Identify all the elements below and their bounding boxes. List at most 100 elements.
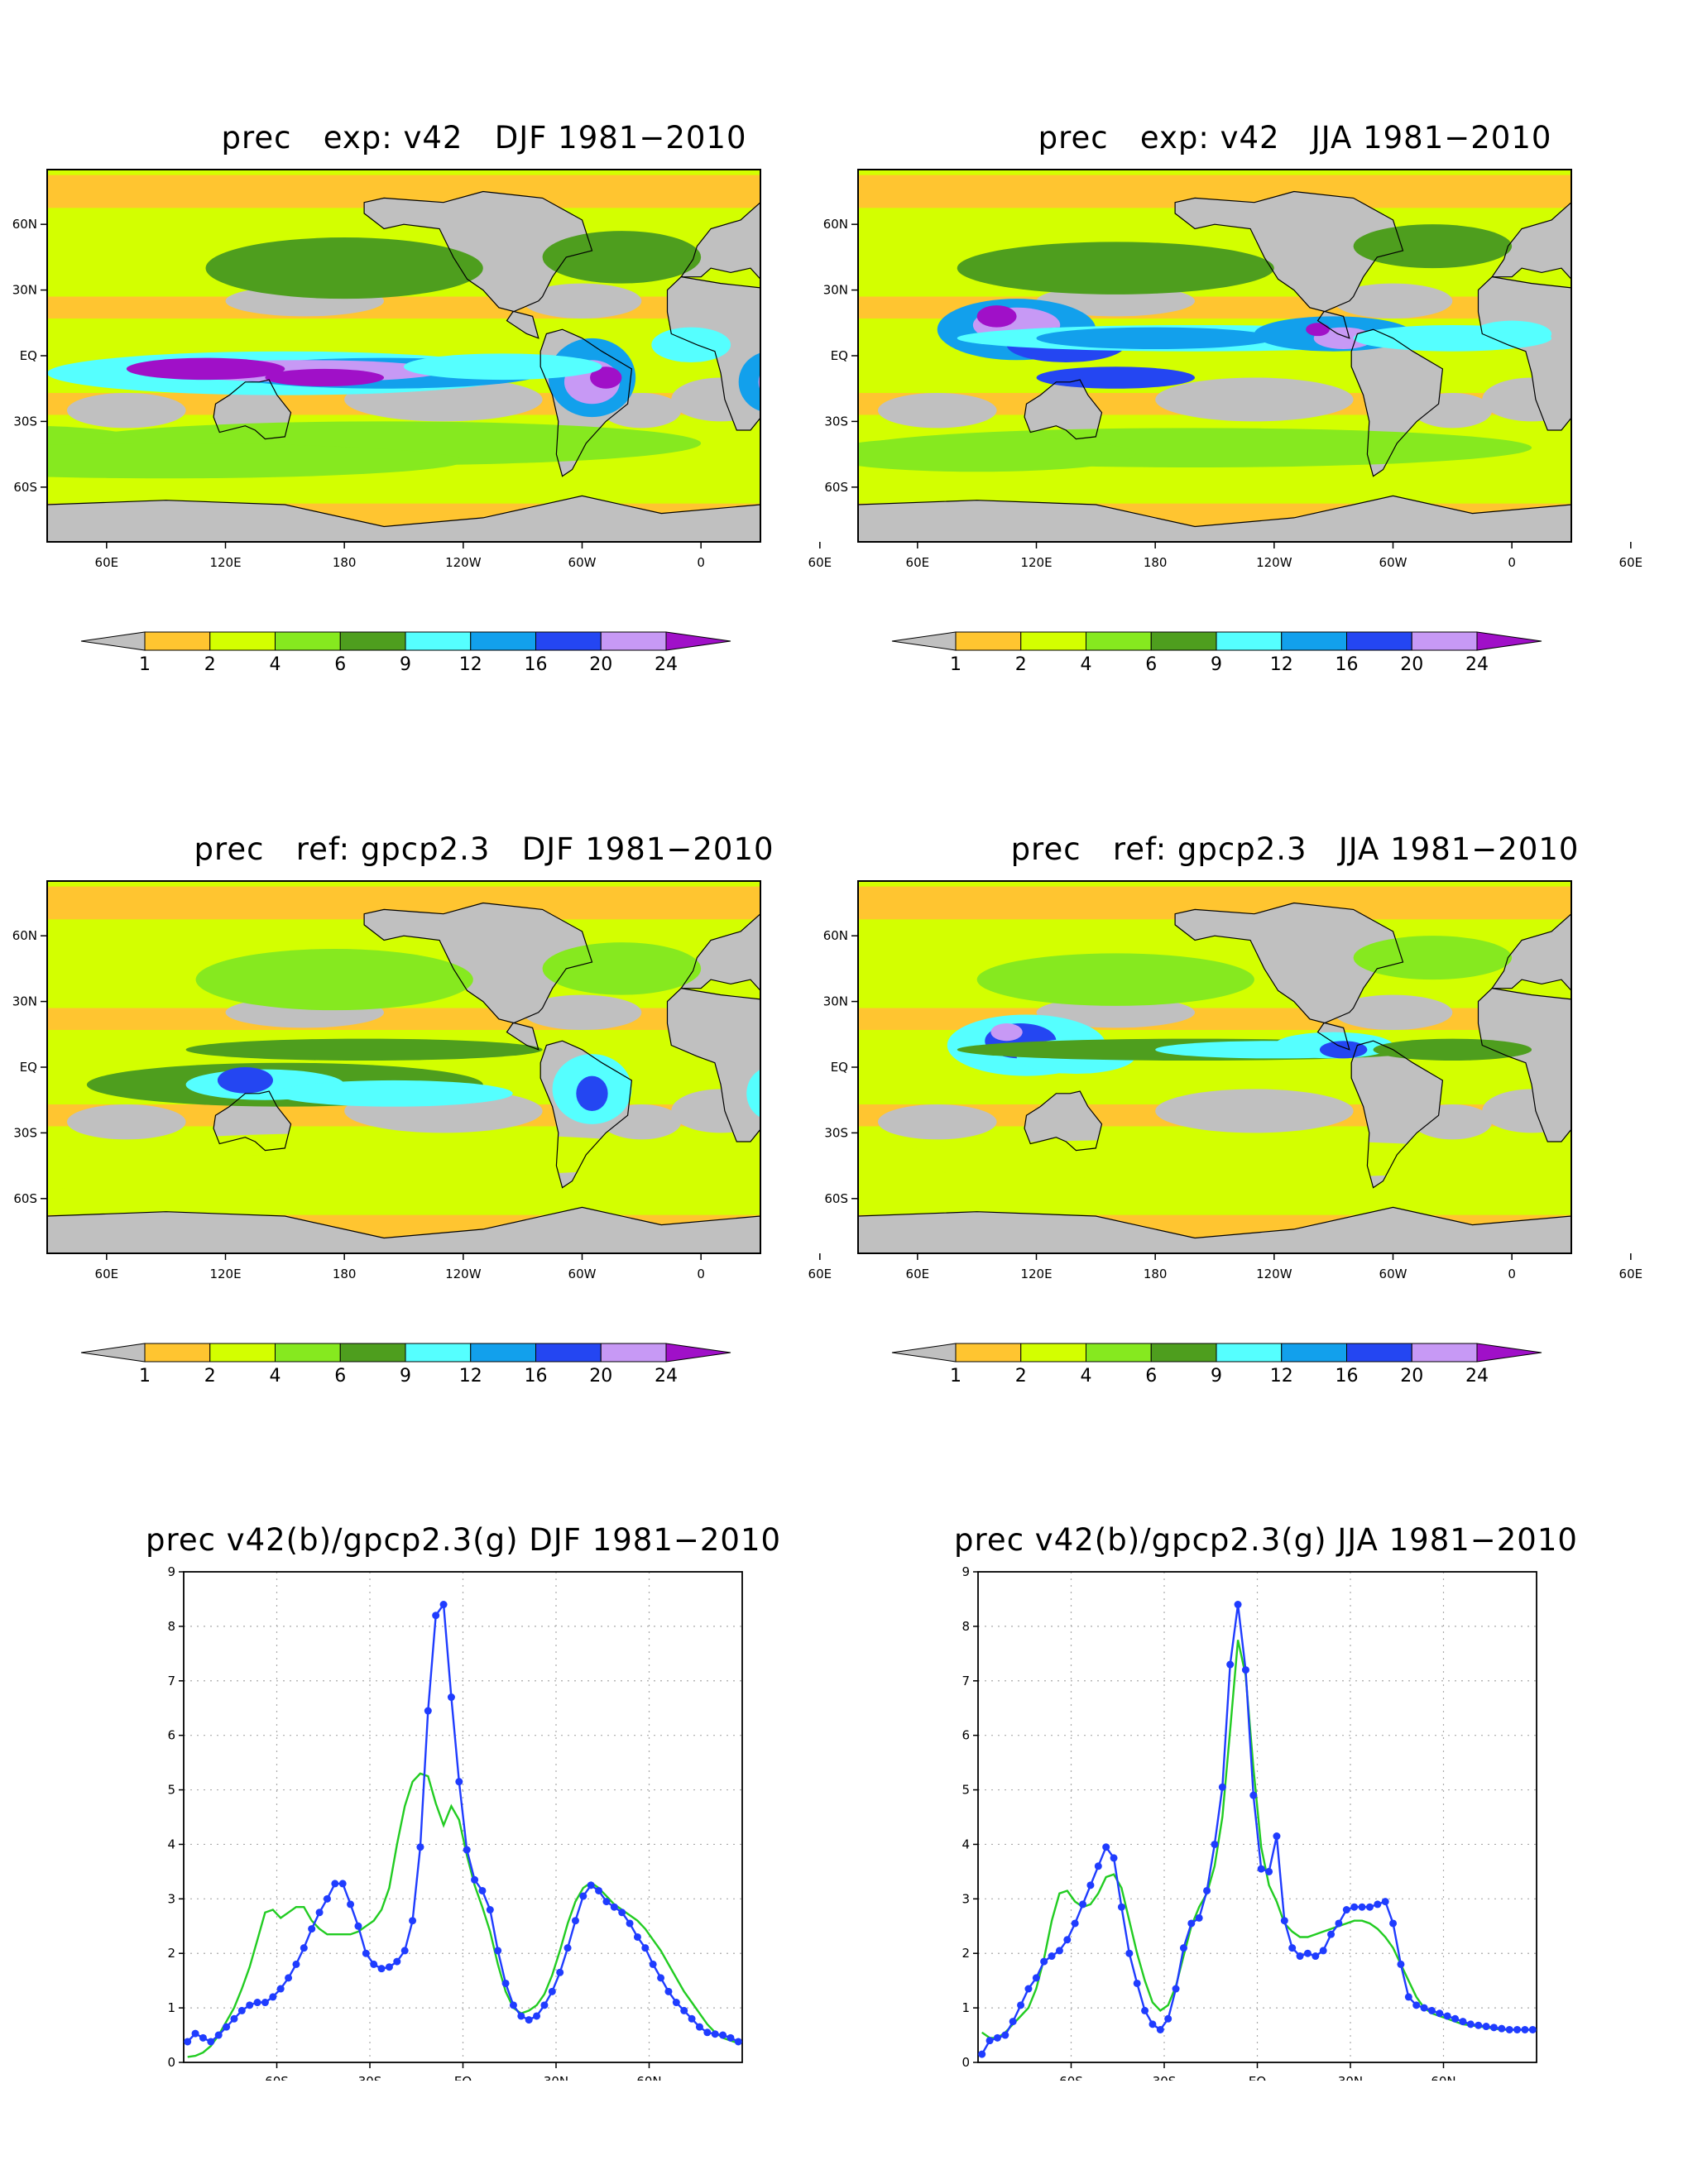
data-point bbox=[680, 2006, 688, 2014]
data-point bbox=[664, 1987, 673, 1995]
colorbar-swatch bbox=[339, 631, 406, 651]
map-title-ref-djf: prec ref: gpcp2.3 DJF 1981−2010 bbox=[194, 831, 774, 867]
data-point bbox=[362, 1949, 370, 1957]
data-point bbox=[191, 2029, 199, 2038]
data-point bbox=[1063, 1936, 1072, 1944]
dry-zone bbox=[1036, 997, 1196, 1028]
data-point bbox=[1110, 1854, 1118, 1862]
data-point bbox=[1296, 1952, 1304, 1961]
colorbar-tick-label: 24 bbox=[655, 1366, 678, 1387]
precip-region bbox=[205, 237, 483, 299]
colorbar-swatch bbox=[275, 631, 341, 651]
coastline bbox=[1024, 379, 1103, 440]
precip-region bbox=[1036, 327, 1274, 350]
data-point bbox=[1172, 1985, 1180, 1993]
lat-tick-label: 60S bbox=[824, 1191, 848, 1206]
y-tick-label: 2 bbox=[961, 1946, 970, 1961]
zonal-mean-chart: 0 1 2 3 4 5 6 7 8 9 60S 30S EQ 30N 60N bbox=[961, 1564, 1537, 2081]
dry-zone bbox=[1155, 377, 1354, 422]
data-point bbox=[1257, 1865, 1265, 1873]
colorbar-tick-label: 4 bbox=[1081, 654, 1092, 675]
precip-region bbox=[990, 1023, 1023, 1042]
data-point bbox=[1009, 2018, 1017, 2026]
lon-tick-label: 180 bbox=[333, 555, 357, 570]
data-point bbox=[1342, 1906, 1350, 1914]
coastline bbox=[666, 276, 760, 431]
y-tick-label: 1 bbox=[961, 2000, 970, 2015]
colorbar-swatch bbox=[209, 631, 276, 651]
colorbar-tick-label: 24 bbox=[1465, 1366, 1489, 1387]
map-title-exp-jja: prec exp: v42 JJA 1981−2010 bbox=[1038, 120, 1552, 156]
colorbar-tick-label: 24 bbox=[1465, 654, 1489, 675]
continent-europe-asia bbox=[681, 202, 760, 280]
data-point bbox=[223, 2023, 231, 2031]
colorbar-tick-label: 9 bbox=[400, 1366, 411, 1387]
data-point bbox=[199, 2033, 207, 2042]
continent-antarctica bbox=[858, 496, 1571, 542]
lat-tick-label: 30S bbox=[13, 414, 37, 429]
data-point bbox=[641, 1944, 650, 1952]
lon-tick-label: 60E bbox=[808, 1267, 832, 1281]
data-point bbox=[626, 1919, 634, 1928]
data-point bbox=[1389, 1919, 1398, 1928]
data-point bbox=[1133, 1979, 1141, 1987]
dry-zone bbox=[877, 393, 997, 429]
data-point bbox=[993, 2033, 1001, 2042]
dry-zone bbox=[877, 1104, 997, 1140]
data-point bbox=[1312, 1952, 1320, 1961]
data-point bbox=[1513, 2025, 1522, 2033]
data-point bbox=[207, 2038, 215, 2046]
lat-tick-label: EQ bbox=[20, 1060, 37, 1075]
data-point bbox=[230, 2014, 238, 2023]
lon-tick-label: 60E bbox=[1619, 1267, 1643, 1281]
data-point bbox=[253, 1999, 261, 2007]
colorbar-tick-label: 20 bbox=[589, 654, 612, 675]
data-point bbox=[416, 1843, 424, 1851]
colorbar-tick-label: 9 bbox=[1211, 1366, 1222, 1387]
colorbar-tick-label: 4 bbox=[1081, 1366, 1092, 1387]
dry-zone bbox=[522, 994, 642, 1030]
lat-tick-label: 60N bbox=[12, 217, 37, 232]
data-point bbox=[400, 1947, 409, 1955]
lat-tick-label: 60S bbox=[13, 1191, 37, 1206]
colorbar-tick-label: 16 bbox=[525, 1366, 548, 1387]
data-point bbox=[548, 1987, 556, 1995]
data-point bbox=[1265, 1867, 1273, 1875]
colorbar-swatch bbox=[1281, 1343, 1347, 1363]
dry-zone bbox=[66, 1104, 186, 1140]
data-point bbox=[1443, 2012, 1451, 2020]
colorbar-tick-label: 2 bbox=[204, 1366, 216, 1387]
continent-africa bbox=[667, 276, 760, 430]
data-point bbox=[1141, 2006, 1149, 2014]
colorbar-high-arrow bbox=[665, 1343, 731, 1363]
data-point bbox=[1040, 1957, 1048, 1966]
series-line-ref bbox=[187, 1772, 739, 2058]
coastline bbox=[1350, 1040, 1444, 1189]
precip-region bbox=[1036, 366, 1196, 389]
dry-band bbox=[47, 1008, 760, 1030]
colorbar-tick-label: 16 bbox=[1336, 654, 1359, 675]
colorbar-tick-label: 2 bbox=[1015, 654, 1027, 675]
y-tick-label: 0 bbox=[167, 2055, 175, 2070]
colorbar-low-arrow bbox=[891, 1343, 957, 1363]
data-point bbox=[1451, 2014, 1460, 2023]
colorbar-low-arrow bbox=[891, 631, 957, 651]
colorbar-tick-label: 6 bbox=[1145, 1366, 1157, 1387]
colorbar-tick-label: 6 bbox=[334, 654, 346, 675]
y-tick-label: 8 bbox=[961, 1619, 970, 1634]
y-tick-label: 5 bbox=[167, 1783, 175, 1798]
lon-tick-label: 120E bbox=[1020, 555, 1052, 570]
colorbar-swatch bbox=[535, 631, 602, 651]
colorbar-swatch bbox=[339, 1343, 406, 1363]
colorbar-swatch bbox=[470, 1343, 536, 1363]
lon-tick-label: 60E bbox=[95, 555, 119, 570]
precip-region bbox=[404, 353, 602, 381]
y-tick-label: 7 bbox=[167, 1674, 175, 1688]
lon-tick-label: 0 bbox=[1508, 1267, 1516, 1281]
continent-north-america bbox=[1175, 903, 1403, 1050]
data-point bbox=[563, 1944, 572, 1952]
data-point bbox=[985, 2037, 994, 2045]
data-point bbox=[323, 1894, 331, 1903]
y-tick-label: 4 bbox=[167, 1837, 175, 1851]
data-point bbox=[1079, 1900, 1087, 1909]
